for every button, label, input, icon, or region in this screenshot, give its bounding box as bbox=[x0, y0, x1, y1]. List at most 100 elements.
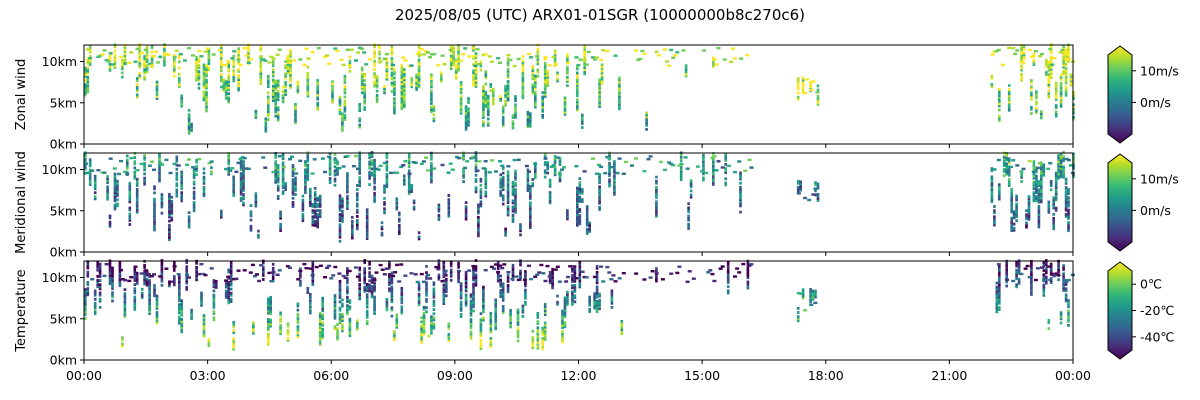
data-cell bbox=[333, 173, 337, 177]
data-cell bbox=[566, 84, 569, 87]
data-cell bbox=[427, 334, 431, 338]
data-cell bbox=[373, 165, 376, 168]
data-cell bbox=[1067, 210, 1070, 214]
data-cell bbox=[583, 68, 586, 72]
data-cell bbox=[175, 192, 179, 196]
data-cell bbox=[474, 173, 478, 177]
data-cell bbox=[220, 44, 223, 48]
data-cell bbox=[121, 65, 124, 69]
data-cell bbox=[499, 177, 502, 181]
data-cell bbox=[232, 71, 235, 75]
data-cell bbox=[563, 108, 567, 112]
data-cell bbox=[1059, 75, 1063, 79]
data-cell bbox=[301, 219, 305, 223]
data-cell bbox=[459, 91, 463, 95]
data-cell bbox=[546, 71, 549, 75]
data-cell bbox=[598, 84, 601, 88]
data-cell bbox=[993, 221, 996, 225]
data-cell bbox=[576, 102, 579, 106]
data-cell bbox=[407, 188, 411, 191]
data-cell bbox=[289, 83, 292, 87]
data-cell bbox=[200, 291, 203, 295]
data-cell bbox=[645, 121, 648, 125]
data-cell bbox=[388, 277, 391, 280]
data-cell bbox=[430, 73, 433, 76]
data-cell bbox=[338, 296, 342, 300]
data-cell bbox=[702, 176, 705, 180]
data-cell bbox=[998, 197, 1001, 201]
data-cell bbox=[482, 287, 485, 291]
data-cell bbox=[531, 89, 535, 93]
data-cell bbox=[514, 171, 517, 175]
data-cell bbox=[467, 99, 470, 102]
data-cell bbox=[128, 186, 132, 189]
data-cell bbox=[277, 48, 282, 51]
data-cell bbox=[536, 340, 540, 344]
data-cell bbox=[546, 73, 549, 77]
data-cell bbox=[143, 178, 146, 182]
data-cell bbox=[543, 76, 547, 80]
data-cell bbox=[1032, 54, 1036, 58]
data-cell bbox=[506, 290, 510, 294]
data-cell bbox=[143, 162, 146, 165]
data-cell bbox=[160, 265, 164, 269]
data-cell bbox=[84, 290, 87, 294]
data-cell bbox=[1059, 92, 1063, 96]
data-cell bbox=[239, 184, 243, 188]
data-cell bbox=[333, 169, 337, 173]
data-cell bbox=[358, 178, 361, 181]
data-cell bbox=[506, 184, 510, 188]
data-cell bbox=[195, 72, 198, 76]
data-cell bbox=[506, 59, 510, 63]
data-cell bbox=[459, 81, 463, 84]
data-cell bbox=[356, 204, 359, 208]
data-cell bbox=[432, 117, 436, 121]
data-cell bbox=[990, 175, 994, 179]
data-cell bbox=[410, 77, 413, 80]
data-cell bbox=[118, 261, 122, 265]
data-cell bbox=[511, 193, 515, 197]
data-cell bbox=[338, 239, 342, 243]
data-cell bbox=[318, 332, 322, 336]
data-cell bbox=[702, 178, 705, 182]
data-cell bbox=[489, 341, 493, 344]
data-cell bbox=[365, 301, 369, 305]
data-cell bbox=[290, 155, 294, 158]
data-cell bbox=[472, 83, 475, 87]
data-cell bbox=[541, 343, 544, 346]
data-cell bbox=[506, 63, 510, 67]
data-cell bbox=[457, 62, 460, 66]
data-cell bbox=[425, 298, 428, 301]
data-cell bbox=[684, 64, 688, 68]
data-cell bbox=[733, 170, 737, 174]
data-cell bbox=[1059, 84, 1063, 87]
data-cell bbox=[655, 194, 658, 197]
data-cell bbox=[1027, 207, 1031, 211]
data-cell bbox=[474, 178, 478, 181]
data-cell bbox=[368, 164, 371, 168]
data-cell bbox=[425, 289, 428, 293]
data-cell bbox=[595, 293, 599, 297]
data-cell bbox=[1068, 164, 1073, 167]
data-cell bbox=[388, 289, 391, 293]
data-cell bbox=[378, 263, 383, 267]
data-cell bbox=[536, 62, 540, 66]
data-cell bbox=[267, 322, 270, 325]
data-cell bbox=[365, 222, 369, 226]
data-cell bbox=[133, 295, 137, 299]
data-cell bbox=[1002, 157, 1006, 161]
data-cell bbox=[84, 66, 87, 70]
data-cell bbox=[1054, 98, 1058, 101]
data-cell bbox=[524, 294, 527, 298]
data-cell bbox=[576, 100, 579, 104]
data-cell bbox=[313, 193, 317, 196]
data-cell bbox=[400, 92, 404, 96]
data-cell bbox=[205, 109, 208, 113]
data-cell bbox=[123, 62, 128, 65]
data-cell bbox=[316, 81, 319, 84]
data-cell bbox=[98, 54, 103, 57]
data-cell bbox=[447, 204, 451, 208]
data-cell bbox=[506, 54, 511, 57]
data-cell bbox=[618, 107, 621, 111]
